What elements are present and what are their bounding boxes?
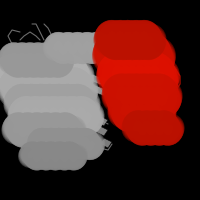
Polygon shape	[92, 114, 108, 126]
Polygon shape	[92, 124, 108, 136]
Polygon shape	[88, 74, 108, 86]
Polygon shape	[88, 84, 108, 96]
Polygon shape	[100, 138, 112, 148]
